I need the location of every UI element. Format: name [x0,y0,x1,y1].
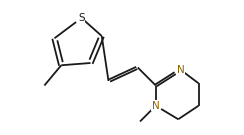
Text: N: N [152,101,160,111]
Text: S: S [78,13,85,23]
Text: N: N [177,65,184,75]
